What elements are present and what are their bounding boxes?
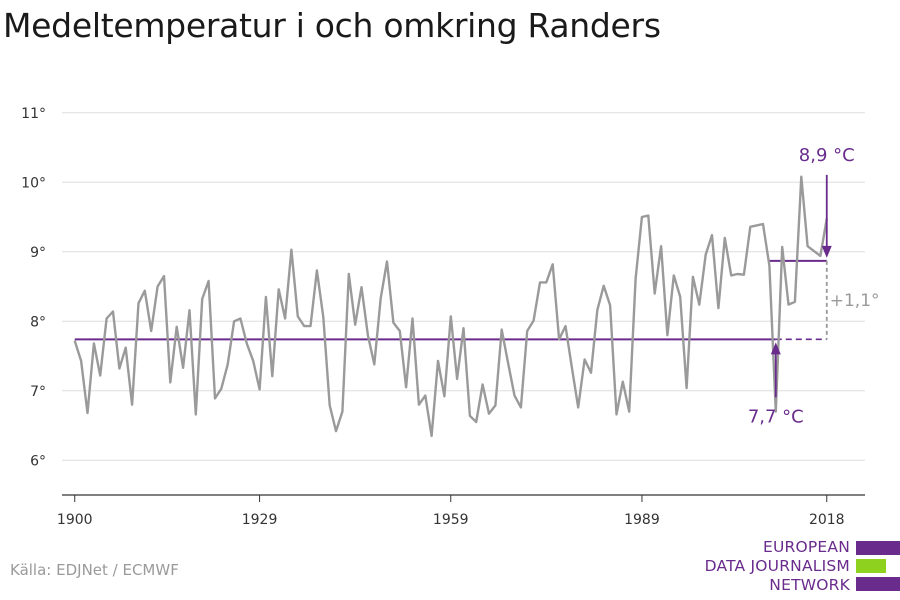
- logo-bar-purple-bottom: [856, 577, 900, 591]
- difference-label: +1,1°: [830, 291, 880, 311]
- y-tick-label: 7°: [30, 384, 46, 400]
- chart-title: Medeltemperatur i och omkring Randers: [3, 6, 661, 45]
- logo-bar-green: [856, 559, 886, 573]
- logo-line-2: DATA JOURNALISM: [704, 557, 850, 575]
- x-tick-label: 1900: [57, 512, 93, 528]
- annotations: +1,1° 7,7 °C 8,9 °C: [748, 145, 880, 428]
- x-tick-label: 1959: [433, 512, 469, 528]
- x-axis: 1900 1929 1959 1989 2018: [57, 494, 865, 528]
- baseline-arrow-head: [770, 342, 781, 355]
- baseline-label: 7,7 °C: [748, 406, 804, 427]
- recent-arrow-head: [821, 245, 832, 258]
- logo-line-3: NETWORK: [769, 576, 850, 594]
- grid-lines: [62, 112, 865, 461]
- series-layer: [73, 175, 828, 438]
- edjnet-logo[interactable]: EUROPEAN DATA JOURNALISM NETWORK: [700, 537, 900, 597]
- y-tick-label: 9°: [30, 245, 46, 261]
- y-tick-label: 8°: [30, 314, 46, 330]
- logo-line-1: EUROPEAN: [762, 538, 850, 556]
- y-tick-label: 11°: [21, 106, 46, 122]
- x-tick-label: 2018: [809, 512, 845, 528]
- y-tick-label: 10°: [21, 175, 46, 191]
- recent-label: 8,9 °C: [799, 145, 855, 166]
- y-tick-label: 6°: [30, 453, 46, 469]
- x-tick-label: 1929: [242, 512, 278, 528]
- source-note: Källa: EDJNet / ECMWF: [10, 561, 179, 579]
- y-axis-ticks: 6° 7° 8° 9° 10° 11°: [21, 106, 46, 469]
- temperature-series-line: [73, 175, 828, 438]
- logo-bar-purple-top: [856, 541, 900, 555]
- x-tick-label: 1989: [624, 512, 660, 528]
